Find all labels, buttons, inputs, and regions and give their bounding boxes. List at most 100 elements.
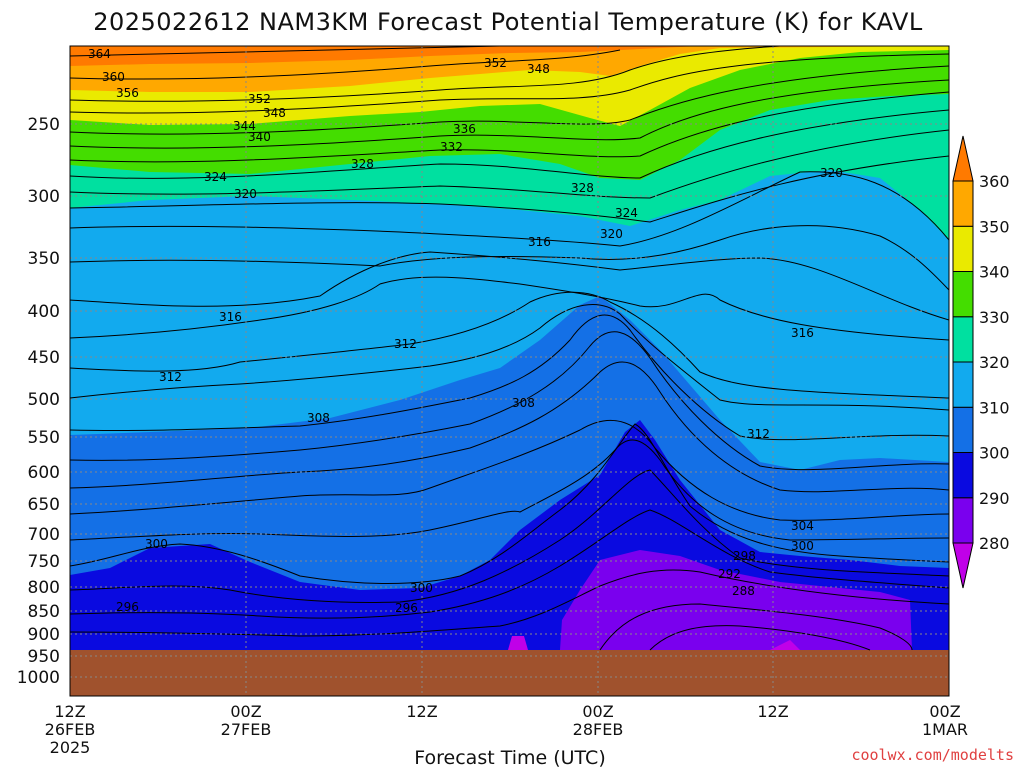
y-tick-label: 800 <box>28 578 60 598</box>
x-tick-label: 00Z <box>230 702 261 721</box>
contour-label: 320 <box>234 187 257 201</box>
contour-label: 352 <box>248 92 271 106</box>
contour-line <box>70 276 949 341</box>
x-tick-date: 28FEB <box>573 720 624 739</box>
contour-line <box>70 469 949 603</box>
contour-label: 336 <box>453 122 476 136</box>
y-tick-label: 500 <box>28 390 60 410</box>
contour-label: 352 <box>484 56 507 70</box>
contour-label: 348 <box>263 106 286 120</box>
contour-line <box>70 129 949 199</box>
colorbar-tick-label: 300 <box>979 444 1010 463</box>
contour-line <box>70 331 949 471</box>
contour-label: 320 <box>820 166 843 180</box>
colorbar: 280 290 300 310 320 330 340 350 360 <box>952 135 1010 589</box>
contour-label: 332 <box>440 140 463 154</box>
y-tick-label: 350 <box>28 249 60 269</box>
y-tick-label: 550 <box>28 428 60 448</box>
contour-label: 296 <box>395 601 418 615</box>
x-tick-label: 12Z <box>757 702 788 721</box>
contour-line <box>70 53 949 114</box>
contour-label: 300 <box>145 537 168 551</box>
y-tick-label: 250 <box>28 115 60 135</box>
contour-label: 298 <box>733 549 756 563</box>
contour-label: 316 <box>528 235 551 249</box>
contour-line <box>70 225 949 291</box>
colorbar-segment <box>952 497 974 544</box>
x-tick-label: 12Z <box>54 702 85 721</box>
contour-line <box>70 423 949 584</box>
contour-line <box>70 509 949 619</box>
contour-label: 324 <box>204 170 227 184</box>
colorbar-tick-label: 360 <box>979 172 1010 191</box>
contour-line <box>599 603 913 651</box>
y-tick-label: 700 <box>28 525 60 545</box>
contour-line <box>70 171 949 247</box>
colorbar-segment <box>952 406 974 453</box>
grid <box>70 46 949 696</box>
colorbar-segment <box>952 316 974 363</box>
contour-line <box>70 291 949 399</box>
colorbar-segment <box>952 225 974 272</box>
colorbar-tick-label: 310 <box>979 398 1010 417</box>
contour-label: 360 <box>102 70 125 84</box>
y-tick-label: 600 <box>28 463 60 483</box>
colorbar-segment <box>952 271 974 318</box>
contour-line <box>70 65 949 135</box>
colorbar-segment <box>952 180 974 227</box>
contour-label: 312 <box>394 337 417 351</box>
colorbar-tick-label: 320 <box>979 353 1010 372</box>
contour-label: 308 <box>512 396 535 410</box>
colorbar-tick-label: 330 <box>979 308 1010 327</box>
contour-line <box>70 304 949 411</box>
y-axis: 250 300 350 400 450 500 550 600 650 700 … <box>17 115 60 688</box>
colorbar-tick-label: 290 <box>979 489 1010 508</box>
contour-labels: 364 360 356 352 348 344 340 352 348 336 … <box>88 47 843 615</box>
x-tick-date: 26FEB <box>45 720 96 739</box>
y-tick-label: 750 <box>28 552 60 572</box>
colorbar-segment <box>952 361 974 408</box>
x-axis-title: Forecast Time (UTC) <box>414 747 605 768</box>
x-tick-year: 2025 <box>50 738 91 757</box>
y-tick-label: 1000 <box>17 668 60 688</box>
contour-line <box>70 251 949 321</box>
contour-label: 344 <box>233 119 256 133</box>
contour-label: 316 <box>791 326 814 340</box>
colorbar-max-triangle <box>952 135 974 182</box>
contour-label: 324 <box>615 206 638 220</box>
contour-label: 300 <box>791 539 814 553</box>
y-tick-label: 300 <box>28 187 60 207</box>
y-tick-label: 400 <box>28 302 60 322</box>
x-axis: 12Z 26FEB 2025 00Z 27FEB 12Z 00Z 28FEB 1… <box>45 702 968 757</box>
contour-label: 296 <box>116 600 139 614</box>
y-tick-label: 650 <box>28 495 60 515</box>
contour-label: 312 <box>747 427 770 441</box>
y-tick-label: 950 <box>28 647 60 667</box>
colorbar-segment <box>952 452 974 499</box>
contour-label: 364 <box>88 47 111 61</box>
contour-label: 328 <box>571 181 594 195</box>
contour-line <box>70 569 949 637</box>
chart-title: 2025022612 NAM3KM Forecast Potential Tem… <box>93 8 923 36</box>
contour-line <box>70 361 949 493</box>
plot-area: 364 360 356 352 348 344 340 352 348 336 … <box>70 46 949 696</box>
colorbar-min-triangle <box>952 542 974 589</box>
x-tick-label: 12Z <box>406 702 437 721</box>
contour-label: 340 <box>248 130 271 144</box>
contour-label: 308 <box>307 411 330 425</box>
x-tick-date: 1MAR <box>922 720 968 739</box>
colorbar-tick-label: 340 <box>979 263 1010 282</box>
contour-line <box>70 79 949 149</box>
contour-label: 288 <box>732 584 755 598</box>
contour-line <box>649 625 871 651</box>
x-tick-label: 00Z <box>582 702 613 721</box>
colorbar-tick-label: 280 <box>979 534 1010 553</box>
y-tick-label: 850 <box>28 602 60 622</box>
colorbar-tick-label: 350 <box>979 217 1010 236</box>
x-tick-label: 00Z <box>929 702 960 721</box>
credit-text: coolwx.com/modelts <box>851 746 1014 764</box>
contour-line <box>70 91 949 163</box>
y-tick-label: 450 <box>28 348 60 368</box>
contour-label: 304 <box>791 519 814 533</box>
contour-label: 328 <box>351 157 374 171</box>
